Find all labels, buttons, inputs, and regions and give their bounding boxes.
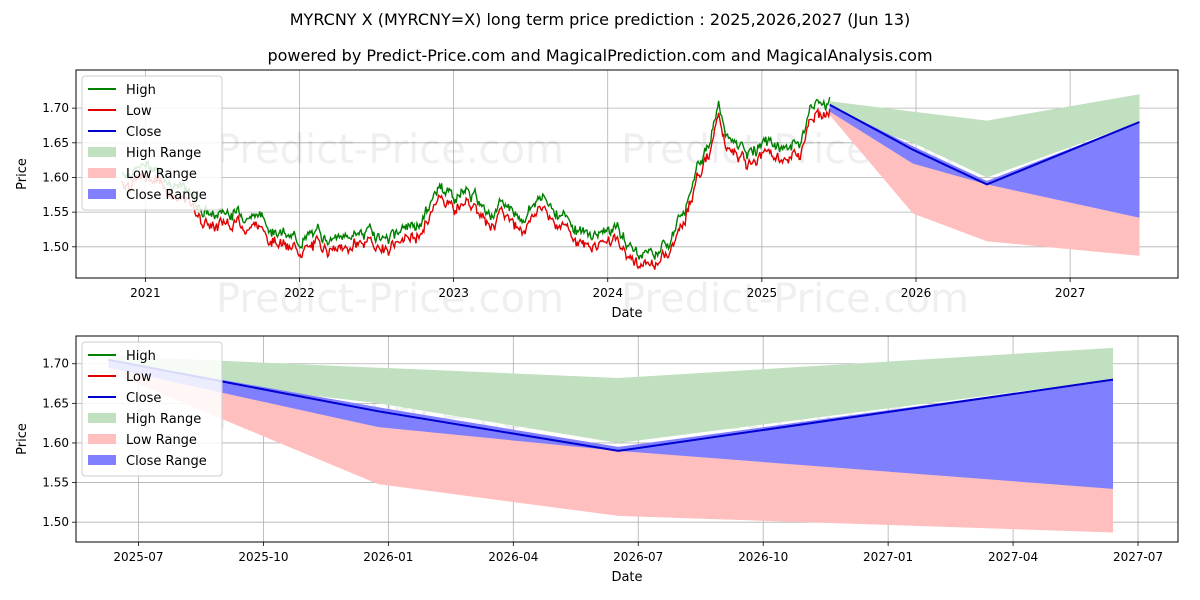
legend-label-close: Close [126, 125, 161, 140]
legend-label-close-range: Close Range [126, 454, 207, 469]
y-tick-label: 1.70 [42, 357, 69, 371]
legend-swatch-close-range [88, 455, 116, 465]
legend-swatch-high-range [88, 147, 116, 157]
legend-label-high-range: High Range [126, 146, 201, 161]
x-tick-label: 2025 [747, 286, 778, 300]
legend-swatch-low-range [88, 434, 116, 444]
low-history-line [121, 107, 831, 270]
x-tick-label: 2027-01 [863, 550, 913, 564]
legend-box [81, 75, 223, 211]
close-forecast-line [829, 103, 1140, 186]
high-range-band [829, 94, 1140, 178]
x-tick-label: 2025-10 [238, 550, 288, 564]
legend: High Low Close High Range Low Range Close Ran… [81, 75, 223, 211]
x-tick-label: 2026-01 [363, 550, 413, 564]
y-axis-label: Price [15, 423, 30, 455]
x-tick-label: 2025-07 [113, 550, 163, 564]
panel-bottom-plot-area [108, 347, 1114, 533]
panel-bottom: 2025-07 2025-10 2026-01 2026-04 2026-07 2026-… [15, 335, 1179, 585]
x-tick-label: 2027-07 [1113, 550, 1163, 564]
chart-title: MYRCNY X (MYRCNY=X) long term price pred… [289, 10, 911, 29]
watermark: Predict-Price.com [216, 276, 564, 322]
legend-label-high-range: High Range [126, 412, 201, 427]
watermark: Predict-Price.com [216, 127, 564, 173]
legend-swatch-low-range [88, 168, 116, 178]
y-tick-label: 1.70 [42, 101, 69, 115]
x-tick-label: 2026-07 [613, 550, 663, 564]
high-range-band [108, 347, 1113, 443]
close-range-band [829, 104, 1140, 218]
panel-top-frame [75, 69, 1179, 279]
legend-label-low-range: Low Range [126, 167, 197, 182]
x-tick-label: 2022 [284, 286, 315, 300]
close-forecast-line [108, 358, 1114, 452]
legend-label-high: High [126, 83, 156, 98]
x-axis-label: Date [611, 306, 642, 321]
x-tick-label: 2024 [592, 286, 623, 300]
x-tick-label: 2027 [1055, 286, 1086, 300]
y-tick-label: 1.65 [42, 396, 69, 410]
legend-label-low: Low [126, 370, 152, 385]
x-tick-label: 2023 [438, 286, 469, 300]
y-tick-label: 1.55 [42, 476, 69, 490]
high-history-line [121, 96, 831, 260]
close-range-band [108, 359, 1113, 489]
chart-subtitle: powered by Predict-Price.com and Magical… [267, 46, 933, 65]
panel-bottom-frame [75, 335, 1179, 543]
legend-swatch-close-range [88, 189, 116, 199]
y-tick-label: 1.50 [42, 515, 69, 529]
y-tick-label: 1.50 [42, 240, 69, 254]
y-tick-label: 1.55 [42, 205, 69, 219]
x-tick-label: 2026-04 [488, 550, 538, 564]
legend-label-close: Close [126, 391, 161, 406]
y-tick-label: 1.60 [42, 436, 69, 450]
x-tick-label: 2026-10 [738, 550, 788, 564]
legend-swatch-high-range [88, 413, 116, 423]
legend-label-low: Low [126, 104, 152, 119]
panel-top-plot-area [121, 94, 1140, 270]
panel-top: 2021 2022 2023 2024 2025 2026 2027 1.50 1.55 1.60… [15, 69, 1179, 321]
y-tick-label: 1.65 [42, 136, 69, 150]
legend-label-high: High [126, 349, 156, 364]
y-axis-label: Price [15, 158, 30, 190]
legend-box [81, 341, 223, 477]
legend-label-low-range: Low Range [126, 433, 197, 448]
legend: High Low Close High Range Low Range Close Ran… [81, 341, 223, 477]
watermark: Predict-Price.com [621, 276, 969, 322]
legend-label-close-range: Close Range [126, 188, 207, 203]
x-tick-label: 2027-04 [988, 550, 1038, 564]
y-tick-label: 1.60 [42, 170, 69, 184]
x-tick-label: 2021 [130, 286, 161, 300]
x-axis-label: Date [611, 570, 642, 585]
x-tick-label: 2026 [901, 286, 932, 300]
